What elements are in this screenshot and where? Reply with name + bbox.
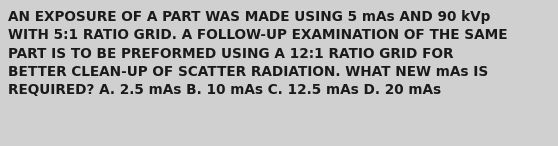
Text: AN EXPOSURE OF A PART WAS MADE USING 5 mAs AND 90 kVp
WITH 5:1 RATIO GRID. A FOL: AN EXPOSURE OF A PART WAS MADE USING 5 m…	[8, 10, 508, 97]
